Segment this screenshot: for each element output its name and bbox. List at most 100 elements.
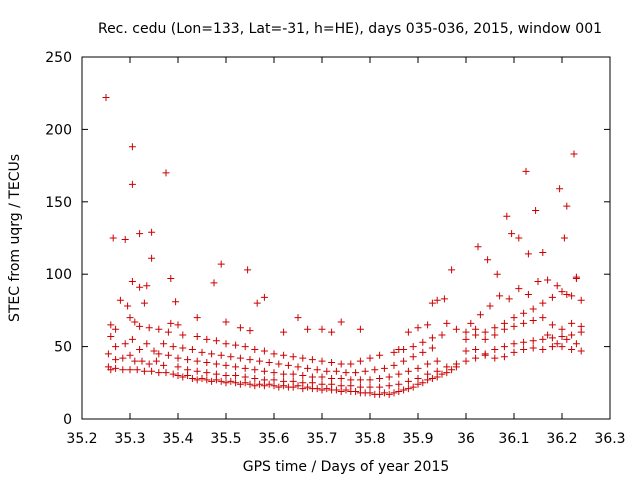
data-point: [438, 331, 446, 339]
data-point: [107, 366, 115, 374]
data-point: [162, 369, 170, 377]
data-point: [553, 282, 561, 290]
data-point: [270, 376, 278, 384]
data-point: [568, 345, 576, 353]
data-point: [121, 340, 129, 348]
data-point: [404, 385, 412, 393]
data-point: [323, 385, 331, 393]
data-point: [491, 345, 499, 353]
data-point: [328, 328, 336, 336]
data-point: [184, 356, 192, 364]
data-point: [356, 357, 364, 365]
data-point: [443, 363, 451, 371]
axis-ticks: 35.2 35.3 35.4 35.5 35.6 35.7 35.8 35.9 36 36.1 36…: [45, 50, 625, 447]
data-point: [304, 325, 312, 333]
data-point: [563, 202, 571, 210]
data-point: [193, 357, 201, 365]
data-point: [376, 374, 384, 382]
data-point: [138, 357, 146, 365]
data-point: [280, 377, 288, 385]
data-point: [539, 335, 547, 343]
data-point: [428, 374, 436, 382]
data-point: [443, 319, 451, 327]
data-point: [404, 367, 412, 375]
data-point: [548, 293, 556, 301]
y-axis-label: STEC from uqrg / TECUs: [7, 154, 23, 322]
data-point: [390, 389, 398, 397]
data-point: [244, 266, 252, 274]
data-point: [337, 318, 345, 326]
data-point: [256, 380, 264, 388]
data-point: [308, 373, 316, 381]
data-point: [217, 377, 225, 385]
data-point: [174, 363, 182, 371]
data-point: [385, 390, 393, 398]
data-point: [332, 367, 340, 375]
data-point: [136, 322, 144, 330]
data-point: [212, 337, 220, 345]
data-point: [167, 275, 175, 283]
data-point: [356, 325, 364, 333]
data-point: [337, 360, 345, 368]
data-point: [289, 353, 297, 361]
data-point: [352, 387, 360, 395]
data-point: [251, 374, 259, 382]
data-point: [568, 292, 576, 300]
data-point: [251, 382, 259, 390]
data-point: [133, 366, 141, 374]
data-point: [428, 299, 436, 307]
data-point: [241, 343, 249, 351]
data-point: [452, 360, 460, 368]
data-point: [493, 270, 501, 278]
data-point: [299, 379, 307, 387]
data-point: [484, 256, 492, 264]
data-point: [318, 325, 326, 333]
data-point: [107, 321, 115, 329]
x-tick-label: 35.7: [306, 431, 337, 447]
x-tick-label: 35.9: [402, 431, 433, 447]
data-point: [572, 275, 580, 283]
data-point: [198, 374, 206, 382]
data-point: [553, 340, 561, 348]
data-point: [304, 383, 312, 391]
data-point: [232, 363, 240, 371]
data-point: [558, 343, 566, 351]
data-point: [203, 376, 211, 384]
data-point: [548, 321, 556, 329]
data-point: [515, 234, 523, 242]
data-point: [520, 345, 528, 353]
data-point: [253, 299, 261, 307]
data-point: [280, 328, 288, 336]
data-point: [563, 335, 571, 343]
data-point: [366, 376, 374, 384]
data-point: [128, 335, 136, 343]
data-point: [136, 283, 144, 291]
data-point: [128, 143, 136, 151]
data-point: [136, 345, 144, 353]
x-tick-label: 35.3: [114, 431, 145, 447]
data-point: [289, 370, 297, 378]
data-point: [560, 234, 568, 242]
data-point: [150, 347, 158, 355]
data-point: [570, 150, 578, 158]
data-point: [409, 353, 417, 361]
data-point: [265, 359, 273, 367]
data-point: [577, 322, 585, 330]
data-point: [558, 288, 566, 296]
data-point: [222, 379, 230, 387]
data-point: [318, 380, 326, 388]
data-point: [529, 317, 537, 325]
data-point: [184, 366, 192, 374]
data-point: [404, 328, 412, 336]
data-point: [400, 386, 408, 394]
data-point: [380, 389, 388, 397]
data-point: [160, 361, 168, 369]
x-tick-label: 35.4: [162, 431, 193, 447]
data-point: [376, 390, 384, 398]
data-point: [116, 296, 124, 304]
data-point: [299, 354, 307, 362]
data-point: [508, 230, 516, 238]
data-point: [503, 212, 511, 220]
data-point: [440, 295, 448, 303]
